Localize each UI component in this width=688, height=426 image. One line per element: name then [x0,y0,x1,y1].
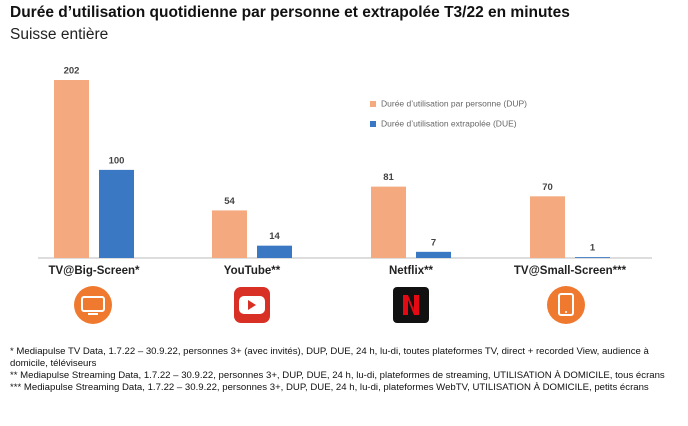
legend-label: Durée d’utilisation extrapolée (DUE) [381,118,517,128]
icon-youtube [234,287,270,323]
value-label: 14 [269,231,280,242]
x-tick-label: Netflix** [389,265,434,277]
bar [257,245,292,258]
icon-tv [74,286,112,324]
chart-subtitle: Suisse entière [10,26,108,43]
footnote: *** Mediapulse Streaming Data, 1.7.22 – … [10,382,649,393]
value-label: 202 [64,66,80,77]
x-tick-label: TV@Small-Screen*** [514,265,627,277]
bar [575,257,610,258]
bar [371,186,406,258]
bar [99,169,134,258]
footnote: * Mediapulse TV Data, 1.7.22 – 30.9.22, … [10,346,649,369]
bar [212,210,247,258]
footnotes: * Mediapulse TV Data, 1.7.22 – 30.9.22, … [10,346,682,394]
bar [530,196,565,258]
bar [54,80,89,258]
chart-title: Durée d’utilisation quotidienne par pers… [10,4,570,21]
value-label: 54 [224,196,235,207]
legend-swatch [370,101,376,107]
bar [416,251,451,258]
footnote: ** Mediapulse Streaming Data, 1.7.22 – 3… [10,370,665,381]
value-label: 70 [542,182,553,193]
value-label: 100 [109,155,125,166]
icon-netflix [393,287,429,323]
value-label: 7 [431,237,436,248]
x-tick-label: TV@Big-Screen* [48,265,140,277]
value-label: 1 [590,243,596,254]
legend-label: Durée d’utilisation par personne (DUP) [381,98,527,108]
value-label: 81 [383,172,394,183]
legend-swatch [370,121,376,127]
icon-tablet [547,286,585,324]
chart: Durée d’utilisation quotidienne par pers… [10,4,652,324]
x-tick-label: YouTube** [224,265,281,277]
